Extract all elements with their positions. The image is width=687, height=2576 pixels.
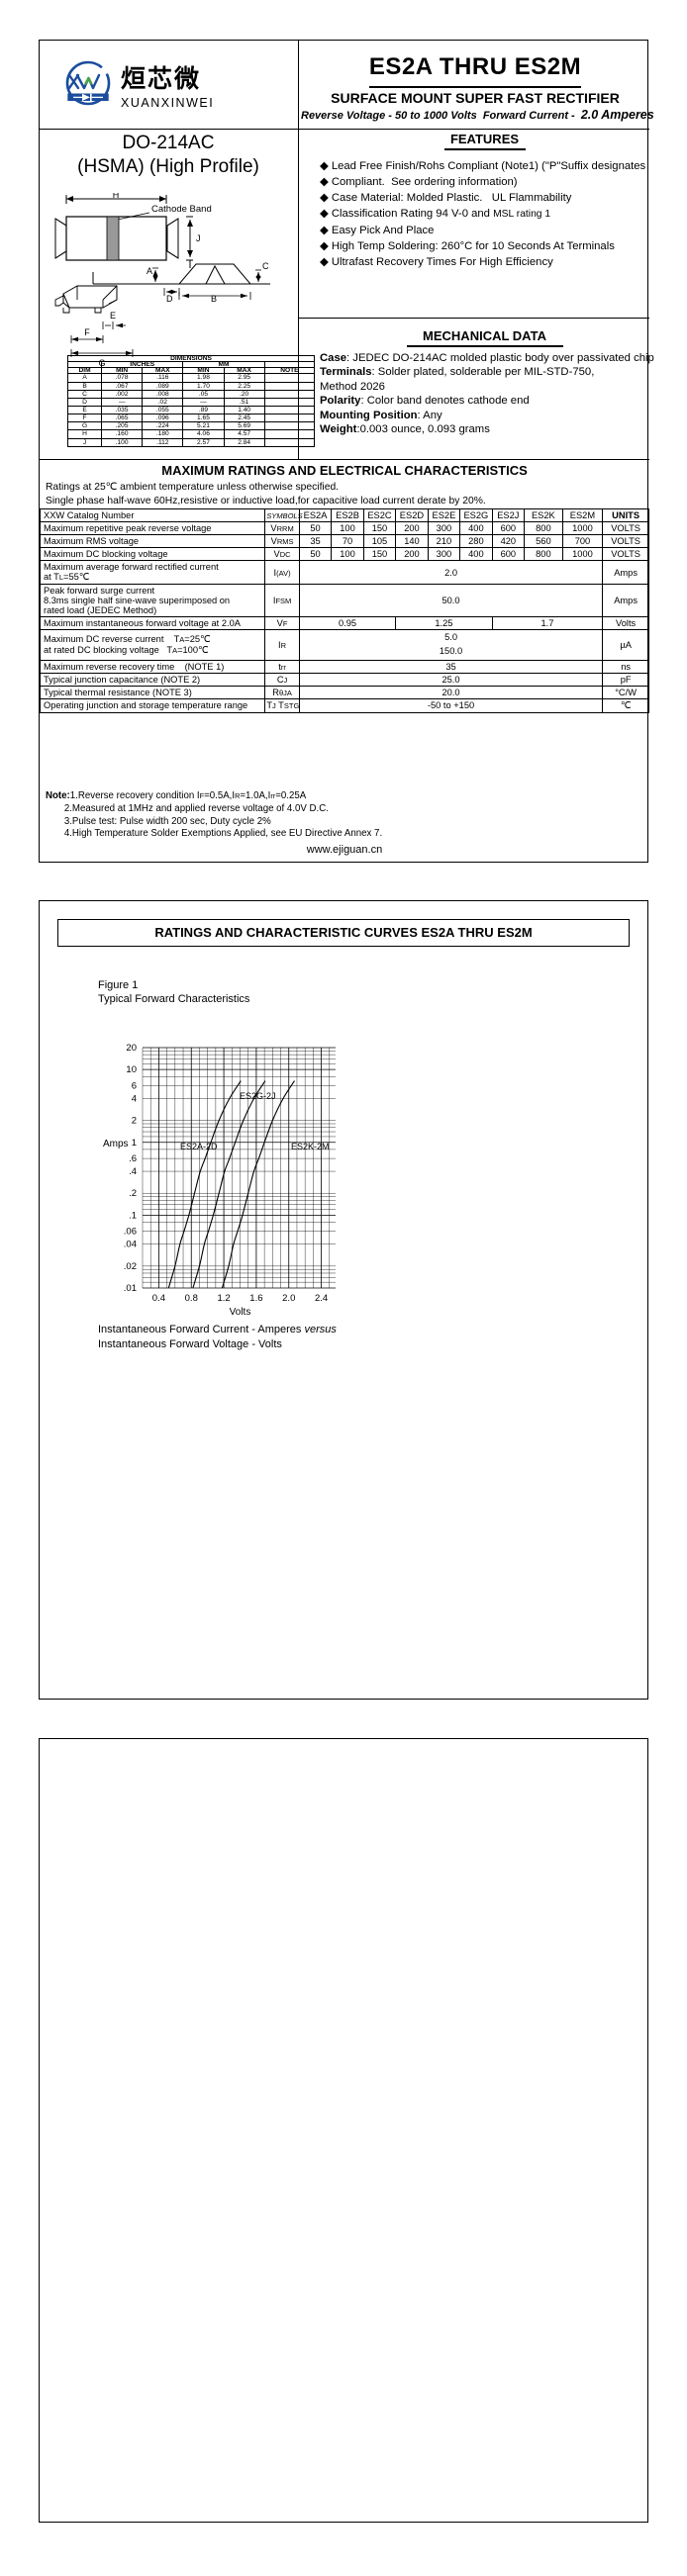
svg-text:B: B — [211, 294, 217, 304]
svg-text:Volts: Volts — [230, 1307, 251, 1315]
svg-text:0.8: 0.8 — [185, 1293, 198, 1304]
svg-text:.4: .4 — [129, 1166, 137, 1177]
svg-text:.01: .01 — [124, 1283, 137, 1294]
svg-text:2.4: 2.4 — [315, 1293, 328, 1304]
svg-text:E: E — [110, 311, 116, 321]
svg-text:0.4: 0.4 — [152, 1293, 165, 1304]
svg-text:1.2: 1.2 — [217, 1293, 230, 1304]
svg-text:F: F — [84, 327, 90, 337]
svg-text:D: D — [166, 294, 173, 304]
svg-text:2.0: 2.0 — [282, 1293, 295, 1304]
svg-text:.06: .06 — [124, 1227, 137, 1238]
svg-text:A: A — [147, 266, 152, 276]
svg-text:.02: .02 — [124, 1261, 137, 1272]
svg-text:Amps: Amps — [103, 1139, 129, 1150]
svg-text:10: 10 — [126, 1064, 137, 1075]
svg-text:J: J — [196, 233, 201, 243]
svg-text:C: C — [262, 261, 269, 271]
svg-text:Cathode Band: Cathode Band — [151, 204, 212, 215]
svg-text:.1: .1 — [129, 1210, 137, 1221]
svg-text:6: 6 — [132, 1080, 137, 1091]
svg-text:.2: .2 — [129, 1188, 137, 1199]
svg-text:.04: .04 — [124, 1240, 137, 1250]
svg-text:1.6: 1.6 — [249, 1293, 262, 1304]
svg-text:ES2G-2J: ES2G-2J — [240, 1091, 276, 1101]
svg-text:4: 4 — [132, 1093, 137, 1104]
svg-text:1: 1 — [132, 1138, 137, 1149]
svg-text:20: 20 — [126, 1043, 137, 1054]
svg-text:.6: .6 — [129, 1153, 137, 1164]
svg-text:2: 2 — [132, 1116, 137, 1127]
svg-text:ES2K-2M: ES2K-2M — [291, 1142, 330, 1151]
svg-text:H: H — [113, 193, 120, 200]
svg-text:ES2A-2D: ES2A-2D — [180, 1142, 218, 1151]
